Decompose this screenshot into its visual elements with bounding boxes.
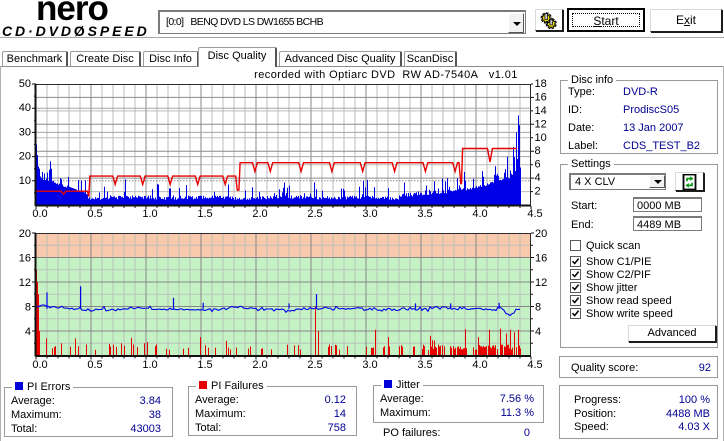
svg-text:3.0: 3.0	[362, 208, 377, 220]
svg-text:8: 8	[25, 302, 31, 314]
svg-text:6: 6	[535, 159, 541, 171]
svg-text:1.5: 1.5	[197, 359, 212, 371]
svg-text:2.5: 2.5	[307, 208, 322, 220]
svg-text:0.0: 0.0	[32, 208, 47, 220]
svg-text:2.5: 2.5	[307, 359, 322, 371]
svg-text:4.0: 4.0	[472, 359, 487, 371]
svg-text:20: 20	[535, 228, 547, 240]
svg-text:2: 2	[535, 186, 541, 198]
svg-text:30: 30	[19, 126, 31, 138]
svg-text:0.5: 0.5	[87, 208, 102, 220]
svg-text:4.5: 4.5	[527, 208, 542, 220]
svg-text:20: 20	[19, 228, 31, 240]
svg-text:12: 12	[535, 277, 547, 289]
svg-text:1.0: 1.0	[142, 208, 157, 220]
svg-text:3.5: 3.5	[417, 208, 432, 220]
svg-text:0.5: 0.5	[87, 359, 102, 371]
svg-text:3.5: 3.5	[417, 359, 432, 371]
svg-text:12: 12	[535, 118, 547, 130]
svg-text:2.0: 2.0	[252, 208, 267, 220]
svg-text:14: 14	[535, 105, 547, 117]
svg-text:3.0: 3.0	[362, 359, 377, 371]
svg-text:4: 4	[535, 172, 541, 184]
svg-text:4: 4	[535, 326, 541, 338]
svg-text:20: 20	[19, 151, 31, 163]
svg-text:12: 12	[19, 277, 31, 289]
svg-text:16: 16	[19, 253, 31, 265]
svg-text:10: 10	[19, 175, 31, 187]
svg-text:4.0: 4.0	[472, 208, 487, 220]
svg-text:0.0: 0.0	[32, 359, 47, 371]
svg-text:1.5: 1.5	[197, 208, 212, 220]
svg-text:2.0: 2.0	[252, 359, 267, 371]
svg-text:4: 4	[25, 326, 31, 338]
svg-text:18: 18	[535, 78, 547, 90]
svg-text:8: 8	[535, 145, 541, 157]
svg-text:1.0: 1.0	[142, 359, 157, 371]
svg-text:40: 40	[19, 102, 31, 114]
svg-text:50: 50	[19, 78, 31, 90]
svg-text:4.5: 4.5	[527, 359, 542, 371]
svg-text:16: 16	[535, 91, 547, 103]
svg-text:10: 10	[535, 132, 547, 144]
svg-text:8: 8	[535, 302, 541, 314]
svg-text:16: 16	[535, 253, 547, 265]
